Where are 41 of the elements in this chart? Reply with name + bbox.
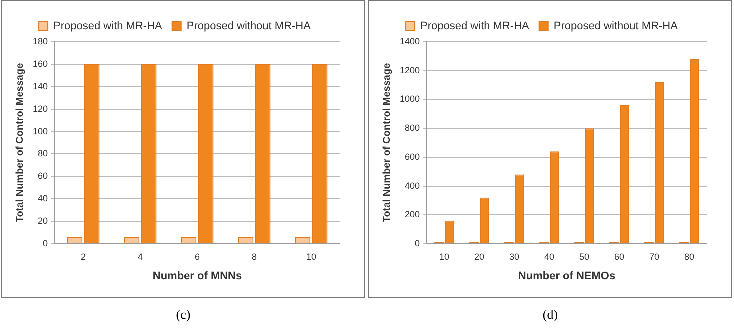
y-tick-label: 180 — [32, 36, 48, 46]
legend-label: Proposed with MR-HA — [420, 20, 530, 33]
y-tick-label: 140 — [32, 81, 48, 92]
y-tick-label: 160 — [32, 58, 48, 69]
x-tick-label: 6 — [195, 252, 200, 262]
x-tick-label: 4 — [138, 252, 144, 262]
x-tick-label: 80 — [684, 252, 695, 262]
y-tick-label: 80 — [38, 148, 48, 159]
y-tick-label: 1400 — [400, 36, 420, 46]
y-tick-label: 0 — [43, 238, 48, 248]
x-tick-label: 10 — [306, 252, 317, 262]
y-tick-label: 200 — [404, 210, 420, 220]
x-axis-title: Number of NEMOs — [518, 270, 616, 282]
y-tick-label: 120 — [32, 104, 48, 114]
x-tick-label: 40 — [544, 252, 555, 262]
legend-label: Proposed without MR-HA — [554, 20, 679, 33]
x-axis-title: Number of MNNs — [152, 270, 242, 282]
x-tick-label: 50 — [580, 252, 590, 262]
legend-label: Proposed with MR-HA — [54, 20, 164, 33]
y-tick-label: 800 — [404, 123, 420, 134]
y-tick-label: 60 — [38, 171, 48, 182]
legend-label: Proposed without MR-HA — [186, 20, 312, 33]
x-tick-label: 20 — [474, 252, 485, 262]
text: (d) — [542, 307, 560, 323]
y-tick-label: 1000 — [400, 94, 420, 104]
text: (c) — [175, 307, 192, 323]
y-tick-label: 400 — [404, 180, 420, 191]
y-axis-title: Total Number of Control Message — [14, 62, 26, 223]
x-tick-label: 2 — [81, 252, 86, 262]
y-tick-label: 1200 — [400, 65, 420, 76]
y-tick-label: 40 — [38, 194, 48, 204]
x-tick-label: 70 — [649, 252, 660, 262]
x-tick-label: 30 — [510, 252, 520, 262]
x-tick-label: 8 — [252, 252, 258, 262]
x-tick-label: 60 — [614, 252, 625, 262]
y-tick-label: 100 — [32, 126, 48, 136]
y-tick-label: 20 — [38, 216, 48, 226]
y-tick-label: 0 — [415, 238, 420, 248]
x-tick-label: 10 — [440, 252, 450, 262]
y-axis-title: Total Number of Control Message — [382, 62, 393, 223]
y-tick-label: 600 — [404, 152, 420, 162]
